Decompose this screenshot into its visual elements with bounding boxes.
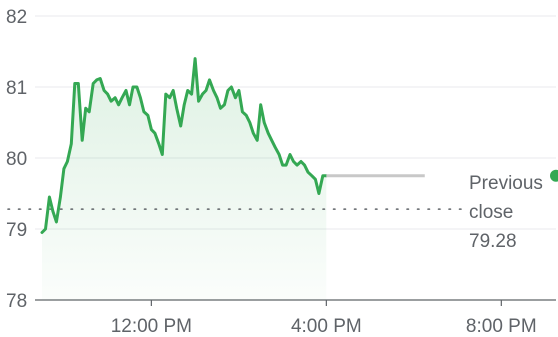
x-axis-ticks: 12:00 PM 4:00 PM 8:00 PM — [111, 300, 537, 337]
y-tick-label: 78 — [6, 291, 27, 312]
previous-close-label-line2: close — [469, 202, 513, 223]
y-tick-label: 81 — [6, 78, 27, 99]
x-tick-label: 8:00 PM — [466, 316, 537, 337]
price-area-fill — [42, 58, 327, 300]
y-tick-label: 82 — [6, 7, 27, 28]
y-axis-ticks: 82 81 80 79 78 — [6, 7, 27, 312]
price-line — [40, 57, 328, 234]
y-tick-label: 79 — [6, 220, 27, 241]
x-tick-label: 12:00 PM — [111, 316, 192, 337]
current-price-marker — [550, 169, 558, 182]
y-tick-label: 80 — [6, 149, 27, 170]
previous-close-value: 79.28 — [469, 231, 517, 252]
x-tick-label: 4:00 PM — [291, 316, 362, 337]
current-price-dot — [550, 169, 558, 182]
price-series-line — [40, 57, 328, 234]
previous-close-label-line1: Previous — [469, 173, 543, 194]
price-area — [42, 58, 327, 300]
